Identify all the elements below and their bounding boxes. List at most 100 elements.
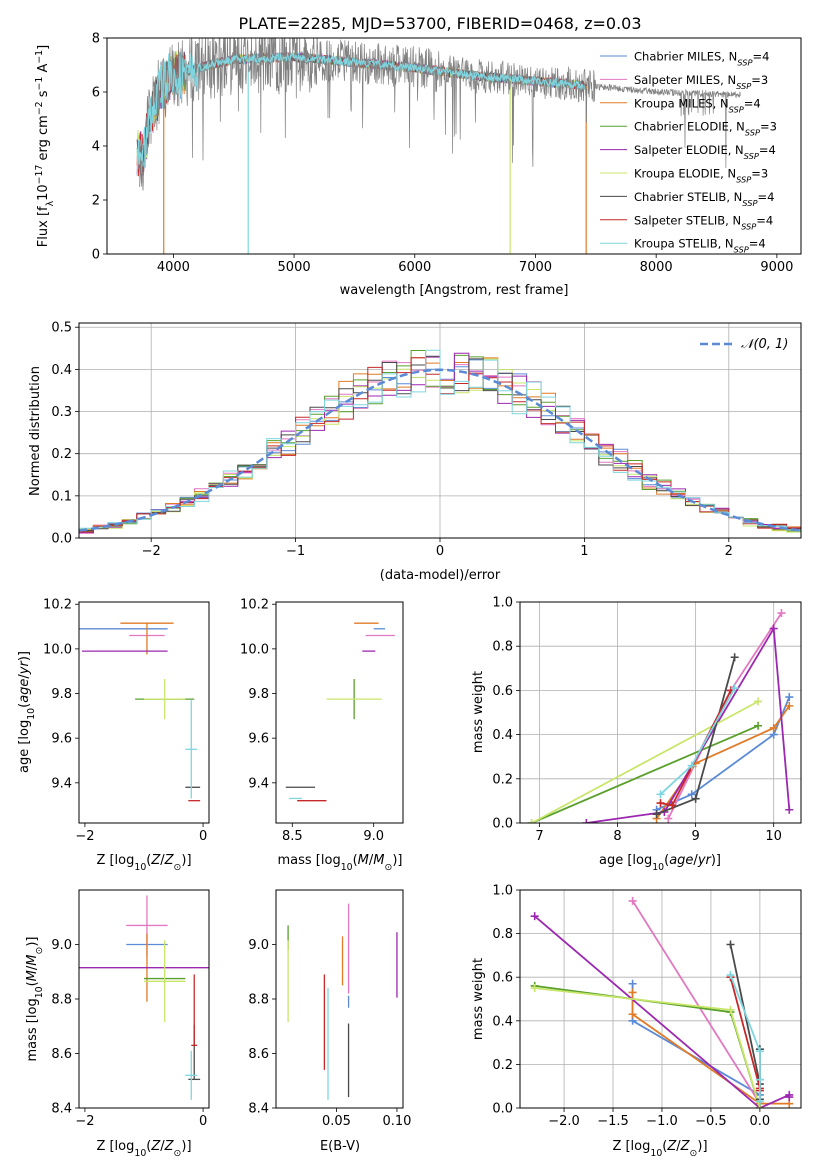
weight-marker <box>785 693 794 702</box>
y-axis-label: Flux [fλ10−17 erg cm−2 s−1 A−1] <box>34 45 56 247</box>
x-tick-label: 8000 <box>640 260 673 275</box>
plot-area <box>136 38 741 254</box>
x-tick-label: 8.5 <box>282 829 303 844</box>
legend-label: Salpeter ELODIE, NSSP=4 <box>634 143 776 161</box>
y-tick-label: 9.8 <box>51 687 72 702</box>
legend-label: Chabrier ELODIE, NSSP=3 <box>634 120 777 138</box>
y-tick-label: 10.0 <box>43 642 72 657</box>
x-axis-label: mass [log10(M/M⊙)] <box>278 853 403 873</box>
weight-marker <box>730 653 739 662</box>
weight-line <box>531 700 759 823</box>
legend-label: Chabrier STELIB, NSSP=4 <box>634 190 774 208</box>
weight-marker <box>664 814 673 823</box>
axes-frame <box>519 889 802 1109</box>
y-axis-label: mass [log10(M/M⊙)] <box>25 937 45 1062</box>
x-tick-label: −1 <box>286 544 305 559</box>
x-tick-label: 0.10 <box>382 1114 411 1129</box>
weight-marker <box>656 790 665 799</box>
panel-spectrum: 4000 5000 6000 7000 8000 9000 0 2 4 6 8 <box>92 32 802 275</box>
weight-marker <box>754 697 763 706</box>
y-axis-label: age [log10(age/yr)] <box>17 651 37 773</box>
weight-marker <box>754 721 763 730</box>
weight-marker <box>785 1093 794 1102</box>
x-tick-label: 6000 <box>398 260 431 275</box>
axes-frame <box>78 601 210 824</box>
panel-age_vs_mass: 8.5 9.0 9.4 9.6 9.8 10.0 10.2 <box>240 598 404 844</box>
weight-line <box>586 625 791 823</box>
axes-frame <box>275 601 404 824</box>
legend-label: Kroupa MILES, NSSP=4 <box>634 96 761 114</box>
y-tick-label: 8 <box>92 32 100 47</box>
x-tick-label: −0.5 <box>695 1114 727 1129</box>
weight-marker <box>628 1010 637 1019</box>
legend-label: Kroupa STELIB, NSSP=4 <box>634 237 766 255</box>
panel-age_vs_Z: −2 0 9.4 9.6 9.8 10.0 10.2 <box>43 598 210 844</box>
y-tick-label: 0.8 <box>492 927 513 942</box>
y-tick-label: 0.0 <box>492 817 513 832</box>
x-tick-label: 0 <box>436 544 444 559</box>
y-tick-label: 10.0 <box>240 642 269 657</box>
y-tick-label: 0.3 <box>51 405 72 420</box>
weight-marker <box>687 790 696 799</box>
histogram-step <box>79 349 801 531</box>
plot-area <box>79 622 201 802</box>
y-tick-label: 9.4 <box>248 776 269 791</box>
x-tick-label: 9.0 <box>363 829 384 844</box>
y-tick-label: 8.4 <box>248 1102 269 1117</box>
y-tick-label: 0 <box>92 248 100 263</box>
panel-mass_vs_Z: −2 0 8.4 8.6 8.8 9.0 <box>51 889 210 1129</box>
legend-label: Salpeter MILES, NSSP=3 <box>634 73 768 91</box>
weight-marker <box>769 723 778 732</box>
x-tick-label: −1.0 <box>646 1114 678 1129</box>
y-tick-label: 8.8 <box>248 993 269 1008</box>
y-axis-label: mass weight <box>471 958 486 1040</box>
panel-residuals: −2 −1 0 1 2 0.0 0.1 0.2 0.3 0.4 0.5 <box>51 321 802 559</box>
weight-marker <box>769 624 778 633</box>
x-tick-label: 0 <box>199 1114 207 1129</box>
y-tick-label: 4 <box>92 140 100 155</box>
x-axis-label: Z [log10(Z/Z⊙)] <box>96 853 191 873</box>
y-tick-label: 0.6 <box>492 971 513 986</box>
weight-marker <box>530 984 539 993</box>
weight-marker <box>730 684 739 693</box>
y-tick-label: 9.6 <box>51 732 72 747</box>
x-tick-label: 0.05 <box>322 1114 351 1129</box>
chart-layer: 4000 5000 6000 7000 8000 900002468wavelength … <box>17 32 802 1159</box>
x-tick-label: −1.5 <box>597 1114 629 1129</box>
plot-area <box>79 349 801 534</box>
y-tick-label: 8.8 <box>51 993 72 1008</box>
weight-marker <box>726 1005 735 1014</box>
weight-marker <box>530 912 539 921</box>
y-tick-label: 9.0 <box>51 938 72 953</box>
y-tick-label: 1.0 <box>492 884 513 899</box>
y-tick-label: 1.0 <box>492 596 513 611</box>
x-tick-label: −2 <box>75 1114 94 1129</box>
weight-marker <box>656 799 665 808</box>
observed-spectrum <box>139 38 741 191</box>
weight-line <box>531 724 759 823</box>
x-axis-label: E(B-V) <box>320 1139 360 1154</box>
x-axis-label: (data-model)/error <box>380 568 501 583</box>
figure-title: PLATE=2285, MJD=53700, FIBERID=0468, z=0… <box>238 14 641 33</box>
weight-marker <box>628 896 637 905</box>
model-line-top <box>136 51 584 177</box>
x-tick-label: 2 <box>725 544 733 559</box>
weight-marker <box>582 819 591 823</box>
weight-marker <box>777 609 786 618</box>
y-tick-label: 0.1 <box>51 489 72 504</box>
x-tick-label: 0.0 <box>750 1114 771 1129</box>
x-tick-label: 7 <box>535 829 543 844</box>
y-tick-label: 8.6 <box>51 1047 72 1062</box>
weight-marker <box>755 1075 764 1084</box>
y-tick-label: 0.2 <box>51 447 72 462</box>
y-tick-label: 0.4 <box>492 728 513 743</box>
y-tick-label: 0.0 <box>492 1102 513 1117</box>
x-tick-label: −2.0 <box>548 1114 580 1129</box>
y-tick-label: 0.2 <box>492 1058 513 1073</box>
plot-area <box>79 895 209 1100</box>
x-axis-label: age [log10(age/yr)] <box>599 853 721 873</box>
panel-mass_weight_vs_age: 7 8 9 10 0.0 0.2 0.4 0.6 0.8 1.0 <box>492 596 802 844</box>
weight-marker <box>726 971 735 980</box>
weight-marker <box>628 988 637 997</box>
